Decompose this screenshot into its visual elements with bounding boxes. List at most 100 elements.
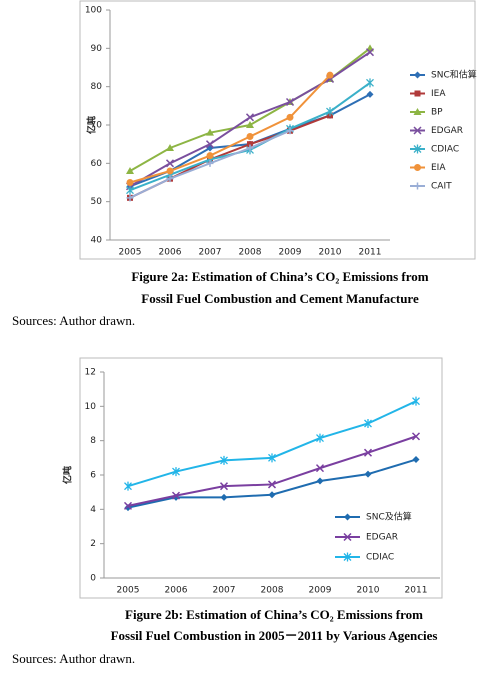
marker: [126, 185, 134, 195]
marker: [364, 470, 372, 478]
line: [129, 51, 371, 188]
marker: [245, 113, 255, 122]
y-tick-label: 0: [90, 574, 96, 584]
marker: [413, 126, 422, 135]
marker: [412, 456, 420, 464]
marker: [366, 78, 374, 88]
marker: [268, 491, 276, 499]
figure-caption: Figure 2a: Estimation of China’s CO₂ Emi…: [131, 269, 428, 284]
legend-label: CDIAC: [431, 145, 459, 155]
x-tick-label: 2010: [357, 586, 380, 596]
y-tick-label: 70: [91, 121, 103, 131]
marker: [123, 501, 133, 510]
y-tick-label: 8: [90, 436, 96, 446]
x-tick-label: 2009: [279, 248, 302, 258]
x-tick-label: 2005: [119, 248, 142, 258]
x-tick-label: 2009: [309, 586, 332, 596]
figure-caption: Fossil Fuel Combustion and Cement Manufa…: [141, 291, 419, 306]
y-tick-label: 60: [91, 159, 103, 169]
marker: [205, 140, 215, 149]
y-tick-label: 90: [91, 44, 103, 54]
marker: [316, 477, 324, 485]
marker: [267, 480, 277, 489]
y-tick-label: 2: [90, 539, 96, 549]
y-axis-label: 亿吨: [62, 466, 74, 484]
marker: [206, 152, 214, 160]
y-tick-label: 80: [91, 82, 103, 92]
y-tick-label: 4: [90, 505, 96, 515]
marker: [206, 128, 214, 136]
marker: [166, 167, 174, 175]
x-tick-label: 2006: [165, 586, 188, 596]
marker: [247, 141, 253, 148]
figure-caption: Fossil Fuel Combustion in 2005－2011 by V…: [111, 628, 438, 643]
line: [129, 74, 331, 184]
y-tick-label: 40: [91, 236, 103, 246]
source-note: Sources: Author drawn.: [12, 651, 135, 666]
x-tick-label: 2006: [159, 248, 182, 258]
marker: [285, 97, 295, 107]
legend-label: IEA: [431, 89, 446, 99]
x-tick-label: 2007: [199, 248, 222, 258]
y-tick-label: 100: [85, 6, 102, 16]
legend-label: CDIAC: [366, 553, 394, 563]
x-tick-label: 2011: [359, 248, 382, 258]
figure-caption: Figure 2b: Estimation of China’s CO₂ Emi…: [125, 607, 423, 622]
marker: [126, 167, 134, 174]
legend-label: SNC和估算: [431, 69, 477, 81]
source-note: Sources: Author drawn.: [12, 313, 135, 328]
marker: [246, 144, 254, 152]
legend-label: EDGAR: [431, 126, 463, 136]
marker: [414, 71, 421, 79]
marker: [326, 107, 334, 117]
chart-frame: [79, 0, 476, 260]
chart-frame: [79, 357, 443, 599]
marker: [126, 194, 134, 202]
x-tick-label: 2010: [319, 248, 342, 258]
marker: [412, 396, 420, 406]
x-tick-label: 2005: [117, 586, 140, 596]
y-tick-label: 50: [91, 197, 103, 207]
marker: [414, 182, 421, 190]
marker: [326, 71, 334, 79]
x-tick-label: 2008: [261, 586, 284, 596]
marker: [414, 90, 421, 97]
x-tick-label: 2008: [239, 248, 262, 258]
x-tick-label: 2007: [213, 586, 236, 596]
marker: [413, 108, 422, 115]
marker: [220, 493, 228, 501]
y-tick-label: 12: [85, 368, 96, 378]
marker: [366, 90, 374, 98]
marker: [363, 448, 373, 457]
marker: [343, 552, 352, 562]
marker: [365, 48, 375, 57]
legend-label: EDGAR: [366, 533, 398, 543]
x-tick-label: 2011: [405, 586, 428, 596]
marker: [126, 179, 134, 186]
marker: [364, 419, 372, 428]
marker: [171, 491, 181, 500]
legend-label: CAIT: [431, 182, 452, 192]
marker: [172, 467, 180, 477]
legend-label: EIA: [431, 163, 446, 173]
y-tick-label: 10: [85, 402, 97, 412]
marker: [316, 433, 324, 443]
marker: [413, 144, 422, 154]
marker: [246, 133, 254, 140]
marker: [166, 144, 174, 151]
marker: [286, 127, 294, 135]
marker: [246, 121, 254, 128]
y-axis-label: 亿吨: [86, 116, 98, 134]
marker: [286, 113, 294, 121]
marker: [219, 482, 229, 491]
marker: [343, 532, 352, 542]
marker: [315, 464, 325, 473]
marker: [268, 453, 276, 463]
y-tick-label: 6: [90, 471, 96, 481]
marker: [166, 175, 174, 183]
legend-label: SNC及估算: [366, 511, 412, 523]
marker: [411, 432, 421, 441]
marker: [344, 513, 351, 521]
marker: [124, 481, 132, 491]
